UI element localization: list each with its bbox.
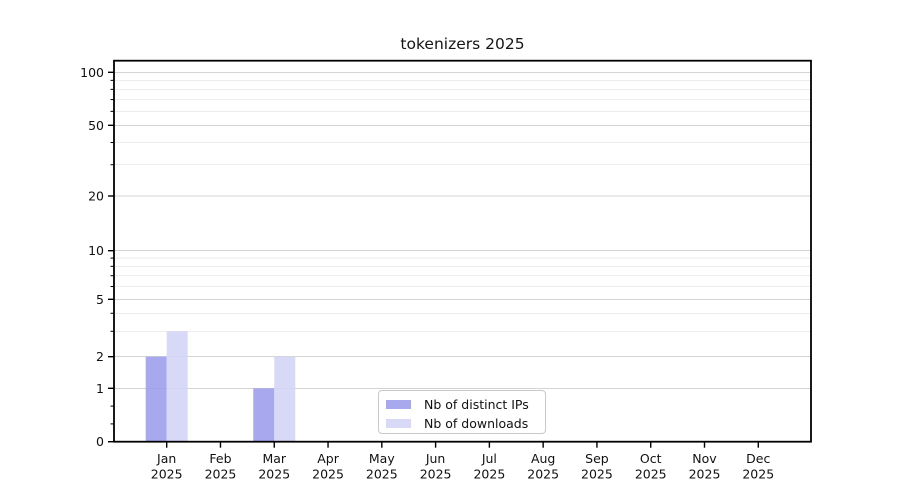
bar-nb-of-downloads-jan-2025 — [166, 331, 188, 442]
x-tick-label: May 2025 — [366, 451, 398, 482]
x-tick-label: Aug 2025 — [527, 451, 559, 482]
x-tick-label: Jan 2025 — [151, 451, 183, 482]
legend-label-distinct-ips: Nb of distinct IPs — [424, 397, 529, 412]
bar-nb-of-distinct-ips-jan-2025 — [145, 356, 167, 442]
x-tick-label: Feb 2025 — [205, 451, 237, 482]
bar-nb-of-distinct-ips-mar-2025 — [253, 388, 275, 442]
legend-swatch-distinct-ips — [386, 400, 411, 409]
x-tick-label: Oct 2025 — [635, 451, 667, 482]
y-tick-label: 10 — [88, 243, 104, 258]
chart-title: tokenizers 2025 — [400, 35, 525, 53]
x-tick-label: Dec 2025 — [742, 451, 774, 482]
x-tick-label: Jun 2025 — [420, 451, 452, 482]
x-tick-label: Nov 2025 — [689, 451, 721, 482]
legend-swatch-downloads — [386, 419, 411, 428]
y-tick-label: 0 — [96, 434, 104, 449]
x-tick-label: Sep 2025 — [581, 451, 613, 482]
y-tick-label: 100 — [80, 65, 104, 80]
x-tick-label: Jul 2025 — [473, 451, 505, 482]
x-tick-label: Apr 2025 — [312, 451, 344, 482]
y-tick-label: 20 — [88, 189, 104, 204]
legend-label-downloads: Nb of downloads — [424, 416, 529, 431]
bar-nb-of-downloads-mar-2025 — [274, 356, 296, 442]
y-tick-label: 1 — [96, 381, 104, 396]
legend-item-downloads: Nb of downloads — [386, 414, 545, 433]
legend: Nb of distinct IPs Nb of downloads — [378, 390, 546, 434]
y-tick-label: 5 — [96, 292, 104, 307]
legend-item-distinct-ips: Nb of distinct IPs — [386, 395, 545, 414]
x-tick-label: Mar 2025 — [258, 451, 290, 482]
y-tick-label: 2 — [96, 349, 104, 364]
y-tick-label: 50 — [88, 118, 104, 133]
